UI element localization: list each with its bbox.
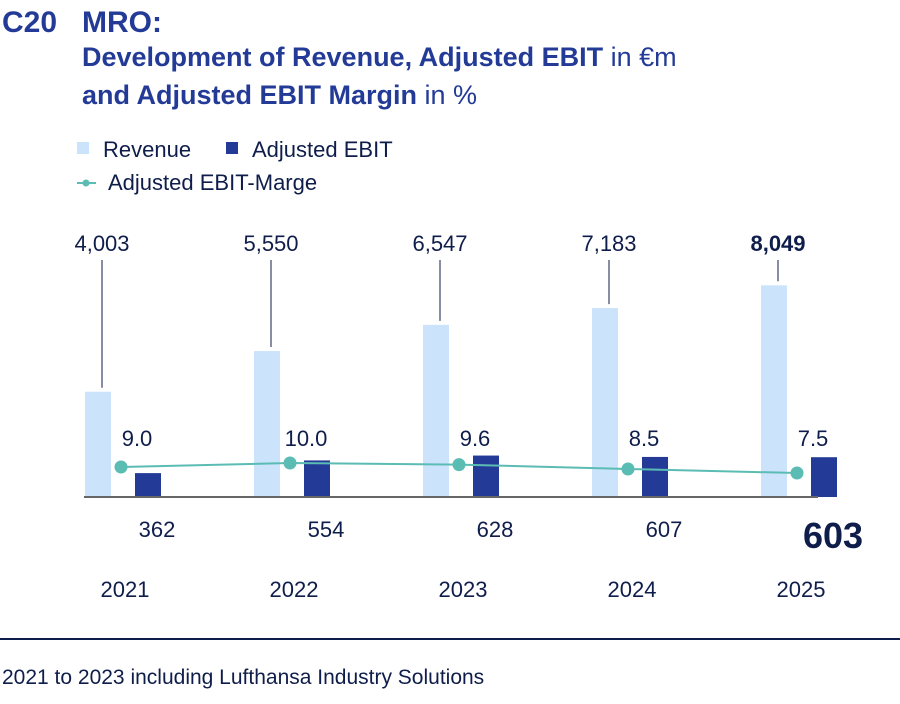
revenue-label: 4,003 [74,231,129,256]
legend-margin-marker [82,179,90,187]
ebit-label: 362 [139,517,176,542]
year-label: 2024 [608,577,657,602]
margin-point [114,460,128,474]
title-bold: Development of Revenue, Adjusted EBIT [82,42,604,72]
revenue-label: 6,547 [412,231,467,256]
ebit-bar [642,456,668,497]
year-label: 2021 [101,577,150,602]
year-label: 2022 [270,577,319,602]
revenue-bar [592,308,618,497]
revenue-label: 5,550 [243,231,298,256]
chart-code: C20 [2,6,58,39]
margin-point [621,462,635,476]
margin-label: 8.5 [629,426,660,451]
legend-margin-label: Adjusted EBIT-Marge [108,170,317,195]
ebit-label: 603 [803,515,863,556]
ebit-label: 607 [646,517,683,542]
chart-title-line3: and Adjusted EBIT Margin in % [82,80,477,111]
legend-revenue-swatch [77,142,89,154]
revenue-bar [761,285,787,497]
chart-title-line1: MRO: [82,6,162,39]
title-bold: and Adjusted EBIT Margin [82,80,418,110]
ebit-bar [811,457,837,497]
footnote: 2021 to 2023 including Lufthansa Industr… [2,666,485,689]
margin-label: 10.0 [285,426,328,451]
year-label: 2023 [439,577,488,602]
year-label: 2025 [777,577,826,602]
legend-ebit-swatch [226,142,238,154]
ebit-bar [304,460,330,497]
margin-point [283,456,297,470]
legend-ebit-label: Adjusted EBIT [252,137,393,162]
ebit-bar [473,455,499,497]
margin-label: 9.0 [122,426,153,451]
ebit-label: 554 [308,517,345,542]
ebit-bar [135,473,161,497]
divider [0,638,900,640]
revenue-bar [423,324,449,497]
title-unit: in €m [603,42,677,72]
margin-label: 7.5 [798,426,829,451]
revenue-label: 7,183 [581,231,636,256]
ebit-label: 628 [477,517,514,542]
revenue-bar [85,391,111,497]
margin-label: 9.6 [460,426,491,451]
margin-point [452,458,466,472]
revenue-bar [254,351,280,497]
revenue-label: 8,049 [750,231,805,256]
margin-point [790,466,804,480]
chart-title-line2: Development of Revenue, Adjusted EBIT in… [82,42,677,73]
title-unit: in % [417,80,478,110]
legend-revenue-label: Revenue [103,137,191,162]
